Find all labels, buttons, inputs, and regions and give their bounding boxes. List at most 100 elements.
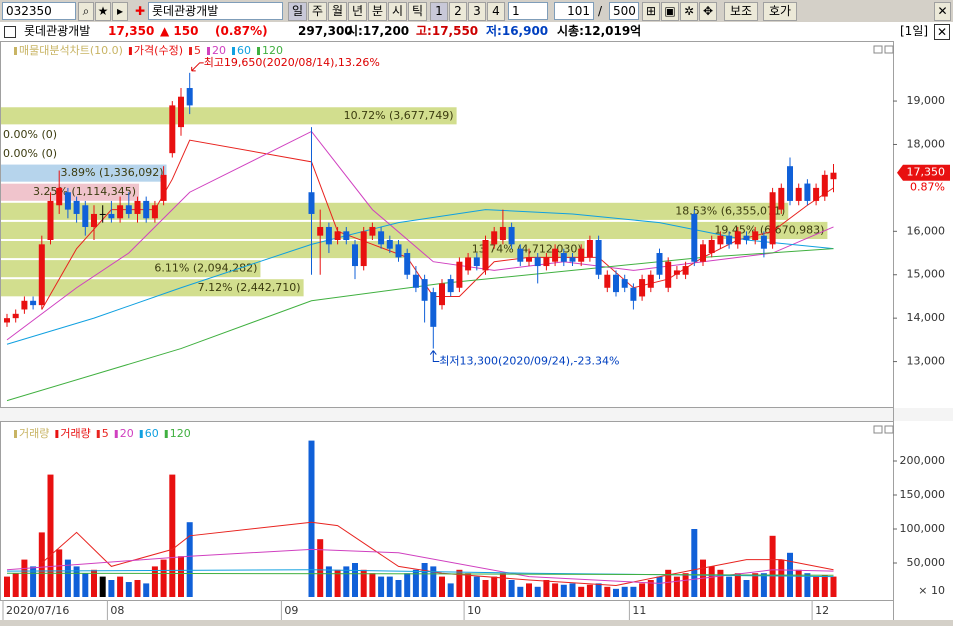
candle-body (752, 231, 759, 240)
volume-bar (47, 474, 54, 597)
close-button[interactable]: ✕ (934, 2, 951, 21)
volume-bar (73, 566, 80, 597)
candle-body (12, 313, 19, 319)
legend-label: 거래량 (60, 427, 90, 440)
candle-body (38, 244, 45, 306)
tool-button[interactable]: ✲ (680, 2, 698, 21)
volume-bar (421, 563, 428, 597)
band-label: 3.89% (1,336,092) (61, 166, 164, 179)
count-input[interactable]: 101 (554, 2, 594, 20)
period-button[interactable]: 시 (388, 2, 407, 21)
volume-bar (630, 586, 637, 597)
tool-button[interactable]: ⊞ (642, 2, 660, 21)
volume-bar (82, 573, 89, 597)
y-tick-label: 16,000 (907, 224, 946, 237)
candle-body (578, 248, 585, 262)
aux-button[interactable]: 보조 (724, 2, 758, 21)
band-label: 0.00% (0) (3, 147, 57, 160)
icon: ✚ (135, 4, 146, 18)
candle-body (734, 231, 741, 245)
candle-body (604, 274, 611, 288)
close-chart[interactable]: ✕ (934, 24, 950, 40)
tool-button[interactable]: ▣ (661, 2, 679, 21)
max-input[interactable]: 500 (609, 2, 639, 20)
quote-low: 저:16,900 (486, 24, 549, 38)
volume-bar (830, 576, 837, 597)
code-input[interactable]: 032350 (2, 2, 76, 20)
volume-bar (125, 582, 132, 597)
period-button[interactable]: 틱 (408, 2, 427, 21)
list-button[interactable]: ▸ (112, 2, 128, 21)
y-tick-label: 13,000 (907, 355, 946, 368)
band-label: 7.12% (2,442,710) (198, 281, 301, 294)
number-button[interactable]: 3 (468, 2, 486, 21)
volume-bar (4, 576, 10, 597)
legend-swatch (164, 430, 168, 438)
period-button[interactable]: 분 (368, 2, 387, 21)
volume-bar (178, 556, 184, 597)
band-label: 19.45% (6,670,983) (714, 223, 824, 236)
name-input[interactable]: 롯데관광개발 (148, 2, 283, 20)
quote-button[interactable]: 호가 (763, 2, 797, 21)
volume-moving-average (6, 548, 834, 584)
candle-body (421, 279, 428, 301)
interval-input[interactable]: 1 (508, 2, 548, 20)
quote-high: 고:17,550 (416, 24, 479, 38)
candle-body (439, 283, 445, 306)
period-button[interactable]: 년 (348, 2, 367, 21)
quote-rate: (0.87%) (215, 24, 268, 38)
volume-bar (64, 559, 71, 597)
x-tick-label: 09 (284, 604, 298, 617)
candle-body (160, 174, 167, 201)
candle-body (412, 274, 419, 288)
candle-body (91, 213, 97, 227)
candle-body (482, 240, 489, 271)
candle-body (21, 300, 28, 310)
candle-body (499, 226, 506, 240)
band-label: 10.72% (3,677,749) (344, 109, 454, 122)
candle-body (726, 235, 733, 245)
favorite-button[interactable]: ★ (95, 2, 111, 21)
band-label: 3.25% (1,114,345) (33, 185, 136, 198)
candle-body (586, 240, 593, 258)
legend-label: 거래량 (19, 427, 49, 440)
candle-body (508, 226, 515, 245)
volume-bar (143, 583, 150, 597)
legend-label: 가격(수정) (134, 44, 183, 57)
panel-button (873, 45, 883, 54)
candle-body (673, 270, 680, 275)
volume-profile-band (1, 183, 140, 201)
candle-body (760, 235, 767, 249)
period-button[interactable]: 주 (308, 2, 327, 21)
annotation-arrow (191, 62, 204, 72)
legend-label: 60 (145, 427, 159, 440)
volume-bar (526, 583, 532, 597)
volume-bar (12, 573, 19, 597)
candle-body (691, 213, 698, 262)
checkbox[interactable] (4, 26, 16, 38)
tool-button[interactable]: ✥ (699, 2, 717, 21)
candle-body (325, 226, 332, 245)
period-button[interactable]: 일 (288, 2, 307, 21)
number-button[interactable]: 4 (487, 2, 505, 21)
volume-profile-band (1, 241, 585, 259)
number-button[interactable]: 1 (430, 2, 448, 21)
volume-bar (369, 573, 376, 597)
candle-body (621, 279, 628, 288)
volume-bar (726, 576, 733, 597)
candle-body (778, 187, 785, 210)
search-button[interactable]: ⌕ (78, 2, 94, 21)
volume-bar (743, 580, 750, 597)
volume-bar (395, 580, 402, 597)
candle-body (378, 231, 385, 245)
candle-body (813, 187, 820, 201)
number-button[interactable]: 2 (449, 2, 467, 21)
candle-body (56, 187, 63, 206)
legend-swatch (96, 430, 100, 438)
legend-label: 20 (120, 427, 134, 440)
price-rate-label: 0.87% (910, 181, 945, 194)
volume-bar (134, 580, 141, 597)
volume-bar (360, 569, 367, 597)
period-button[interactable]: 월 (328, 2, 347, 21)
